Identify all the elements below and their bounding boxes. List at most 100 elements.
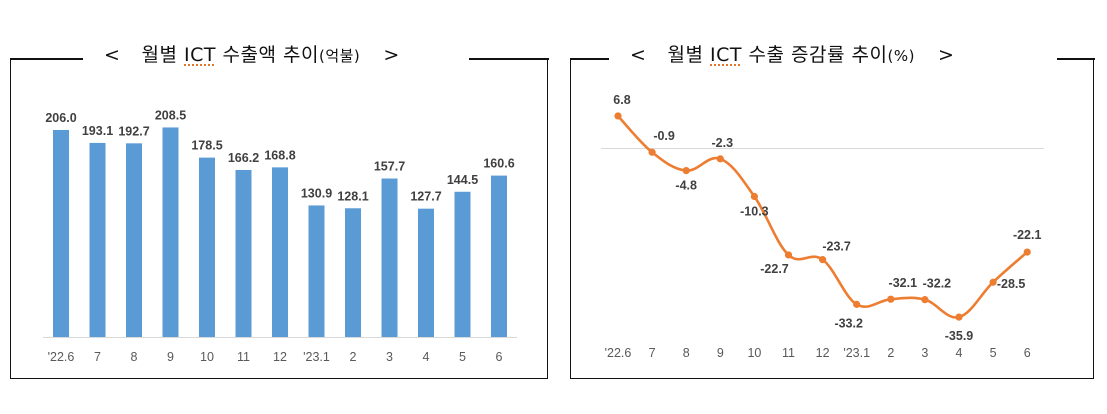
bar [381,178,398,337]
bar-x-tick-labels: '22.6 7 8 9 10 11 12 '23.1 2 3 4 5 6 [48,350,503,364]
x-tick-label: 6 [1024,346,1031,360]
line-value-label: -33.2 [834,316,863,330]
x-tick-label: '23.1 [843,346,870,360]
x-tick-label: 7 [649,346,656,360]
x-tick-label: 5 [459,350,466,364]
line-value-label: 6.8 [613,93,630,107]
x-tick-label: 12 [273,350,287,364]
line-marker [921,296,929,304]
bar-value-label: 166.2 [228,151,259,165]
bar-value-label: 193.1 [82,124,113,138]
x-tick-label: 6 [496,350,503,364]
title-main: 월별 [667,44,711,66]
line-marker [614,112,622,120]
line-marker [648,148,656,156]
x-tick-label: 7 [94,350,101,364]
x-tick-label: 9 [717,346,724,360]
line-value-label: -22.1 [1013,228,1042,242]
bar-value-label: 127.7 [410,190,441,204]
bar [126,143,142,337]
x-tick-label: 4 [423,350,430,364]
title-unit: (억불) [318,47,361,65]
right-chart-title: < 월별 ICT 수출 증감률 추이(%) > [630,40,954,67]
bar-value-labels: 206.0 193.1 192.7 208.5 178.5 166.2 168.8 130.9… [45,108,514,203]
title-bracket-close: > [938,44,955,66]
line-series [616,114,1029,319]
bar-value-label: 178.5 [191,139,222,153]
x-tick-label: 5 [990,346,997,360]
x-tick-label: '22.6 [48,350,75,364]
x-tick-label: 12 [816,346,830,360]
x-tick-label: '22.6 [605,346,632,360]
line-marker [989,278,997,286]
title-bracket-open: < [104,44,121,66]
bar [418,208,434,337]
bar-value-label: 128.1 [337,189,368,203]
x-tick-label: 10 [747,346,761,360]
x-tick-label: 3 [386,350,393,364]
x-tick-label: 8 [683,346,690,360]
line-marker [819,256,827,264]
x-tick-label: 10 [200,350,214,364]
x-tick-label: '23.1 [303,350,330,364]
line-value-label: -32.2 [923,277,952,291]
bar [345,208,361,337]
x-tick-label: 11 [237,350,250,364]
line-marker [784,251,793,259]
line-value-label: -23.7 [822,240,851,254]
line-value-label: -32.1 [889,276,918,290]
frame-top-left-segment [11,58,83,60]
bar [272,167,288,337]
bar [308,205,325,337]
bar-value-label: 144.5 [447,173,478,187]
bar [491,175,507,337]
bar [162,127,179,338]
line-marker [853,300,861,308]
x-tick-label: 2 [887,346,894,360]
bar [89,142,106,337]
frame-top-right-segment [469,58,549,60]
right-chart-frame [570,58,1095,379]
x-tick-label: 9 [167,350,174,364]
bar-value-label: 130.9 [301,186,332,200]
title-ict: ICT [184,44,216,66]
line-marker [955,313,963,321]
title-rest: 수출 증감률 추이 [742,44,888,66]
bar-series [53,127,507,338]
frame-top-left-segment [571,58,609,60]
title-bracket-open: < [630,44,647,66]
line-marker [716,155,724,163]
line-value-label: -4.8 [675,179,697,193]
line-value-label: -28.5 [997,277,1026,291]
line-x-tick-labels: '22.6 7 8 9 10 11 12 '23.1 2 3 4 5 6 [605,346,1031,360]
bar [199,157,215,337]
x-tick-label: 2 [350,350,357,364]
title-rest: 수출액 추이 [216,44,319,66]
x-tick-label: 11 [782,346,795,360]
frame-top-right-segment [1057,58,1095,60]
x-tick-label: 8 [131,350,138,364]
bar [53,129,69,337]
x-tick-label: 3 [921,346,928,360]
bar [454,191,471,337]
line-value-label: -2.3 [712,136,734,150]
line-marker [1023,248,1031,256]
line-value-label: -10.3 [740,205,769,219]
line-marker [750,192,759,201]
bar-value-label: 192.7 [118,124,149,138]
bar-value-label: 160.6 [483,157,514,171]
line-value-labels: 6.8 -0.9 -4.8 -2.3 -10.3 -22.7 -23.7 -33.2 -32.1… [613,93,1041,343]
x-tick-label: 4 [956,346,963,360]
line-value-label: -0.9 [653,129,675,143]
line-value-label: -22.7 [760,262,789,276]
left-chart-frame [10,58,549,379]
title-unit: (%) [887,47,915,65]
line-marker [682,167,690,175]
title-bracket-close: > [383,44,400,66]
bar-value-label: 157.7 [374,160,405,174]
title-ict: ICT [710,44,742,66]
bar-value-label: 206.0 [45,111,76,125]
bar-value-label: 208.5 [155,108,186,122]
